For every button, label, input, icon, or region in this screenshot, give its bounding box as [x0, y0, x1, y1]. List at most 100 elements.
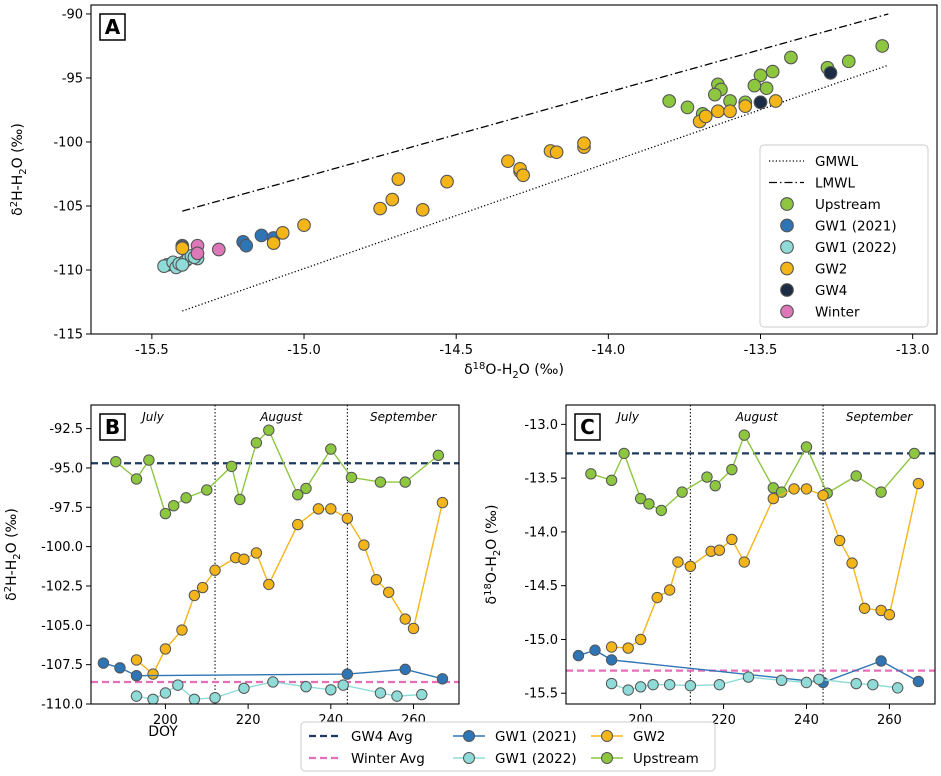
point-upstream	[300, 482, 312, 495]
y-axis-label: δ18O-H2O (‰)	[483, 505, 503, 605]
point-gw2	[391, 172, 406, 186]
point-upstream	[875, 486, 887, 498]
point-gw2	[373, 201, 387, 216]
point-gw2	[238, 553, 250, 565]
y-tick-label: -95.0	[49, 461, 83, 476]
legend-marker	[780, 240, 794, 254]
point-upstream	[225, 460, 238, 473]
y-axis-label: δ2H-H2O (‰)	[3, 508, 23, 601]
legend-label: Upstream	[633, 751, 699, 767]
point-upstream	[765, 64, 780, 79]
point-gw2	[788, 483, 800, 495]
panel-letter-box	[99, 413, 126, 441]
point-gw1-2022	[775, 674, 788, 687]
point-gw1-2021	[589, 644, 601, 656]
legend-marker	[780, 304, 794, 319]
month-label-september: September	[846, 410, 913, 424]
point-gw2	[250, 547, 263, 559]
point-gw4	[753, 95, 768, 110]
point-gw2	[577, 136, 591, 151]
point-gw2	[698, 109, 713, 124]
legend-label: Winter Avg	[351, 751, 425, 767]
point-gw2	[209, 564, 221, 576]
point-gw2	[634, 633, 647, 646]
point-gw2	[440, 174, 454, 189]
x-tick-label: -14.0	[592, 343, 626, 358]
point-upstream	[143, 454, 155, 466]
point-upstream	[738, 429, 750, 441]
point-upstream	[784, 50, 798, 65]
point-gw2	[883, 609, 896, 621]
point-upstream	[709, 479, 721, 492]
legend-label: GW1 (2021)	[815, 219, 897, 235]
point-upstream	[399, 476, 411, 488]
point-gw2	[370, 573, 383, 586]
point-gw2	[266, 236, 281, 250]
y-tick-label: -13.5	[524, 472, 558, 487]
x-tick-label: -14.5	[439, 343, 473, 358]
point-upstream	[585, 468, 597, 480]
point-gw1-2021	[254, 228, 269, 243]
point-upstream	[618, 447, 630, 460]
point-gw1-2022	[813, 673, 825, 685]
point-upstream	[701, 471, 713, 483]
point-gw1-2022	[850, 677, 862, 690]
y-tick-label: -100	[53, 135, 83, 150]
point-upstream	[726, 463, 738, 476]
point-upstream	[263, 424, 275, 436]
legend-marker	[780, 261, 794, 276]
legend-bottom: GW4 Avg GW1 (2021) GW2 Winter Avg GW1 (2022)…	[300, 721, 716, 772]
point-gw2	[312, 503, 325, 515]
point-gw1-2022	[605, 677, 618, 690]
point-gw1-2022	[325, 684, 337, 696]
point-upstream	[908, 447, 920, 460]
point-gw2	[800, 483, 813, 495]
x-tick-label: -13.5	[744, 343, 778, 358]
point-gw1-2021	[97, 657, 110, 669]
point-gw1-2022	[891, 682, 904, 694]
point-upstream	[345, 471, 358, 484]
point-gw2	[275, 226, 290, 240]
y-tick-label: -107.5	[41, 658, 83, 673]
point-gw2	[672, 556, 684, 568]
point-gw2	[711, 104, 725, 119]
point-gw1-2022	[742, 671, 755, 683]
point-gw1-2021	[341, 668, 354, 680]
point-gw2	[383, 586, 395, 598]
point-upstream	[655, 504, 668, 517]
point-gw2	[767, 492, 780, 505]
legend-label: GW4	[815, 283, 847, 299]
point-upstream	[250, 437, 263, 449]
y-tick-label: -110.0	[41, 698, 83, 713]
point-gw2	[817, 489, 829, 502]
legend-label: GW4 Avg	[351, 729, 413, 745]
axes-frame	[90, 4, 938, 335]
point-gw1-2021	[399, 663, 411, 676]
point-upstream	[759, 81, 774, 96]
point-gw2	[130, 654, 143, 666]
y-tick-label: -92.5	[49, 422, 83, 437]
x-tick-label: 260	[877, 713, 902, 728]
point-gw2	[622, 642, 634, 654]
legend-label: Upstream	[815, 197, 881, 213]
legend-label: GW2	[633, 729, 665, 745]
point-upstream	[180, 492, 192, 504]
point-gw2	[358, 539, 370, 551]
point-gw1-2022	[800, 676, 813, 689]
point-upstream	[374, 476, 387, 488]
point-gw2	[399, 613, 411, 625]
month-label-september: September	[370, 410, 437, 424]
x-tick-label: 240	[794, 713, 819, 728]
point-winter	[211, 242, 226, 257]
legend-label: Winter	[815, 305, 860, 321]
month-label-july: July	[140, 410, 164, 424]
point-upstream	[800, 441, 813, 453]
y-tick-label: -15.5	[524, 687, 558, 702]
point-upstream	[110, 455, 122, 468]
point-gw2	[175, 241, 190, 256]
point-gw2	[768, 94, 783, 108]
panel-a: -15.5 -15.0 -14.5 -14.0 -13.5 -13.0 -90 -95 -100…	[9, 4, 938, 381]
legend-label: GW1 (2022)	[815, 240, 897, 256]
month-label-august: August	[259, 410, 303, 424]
